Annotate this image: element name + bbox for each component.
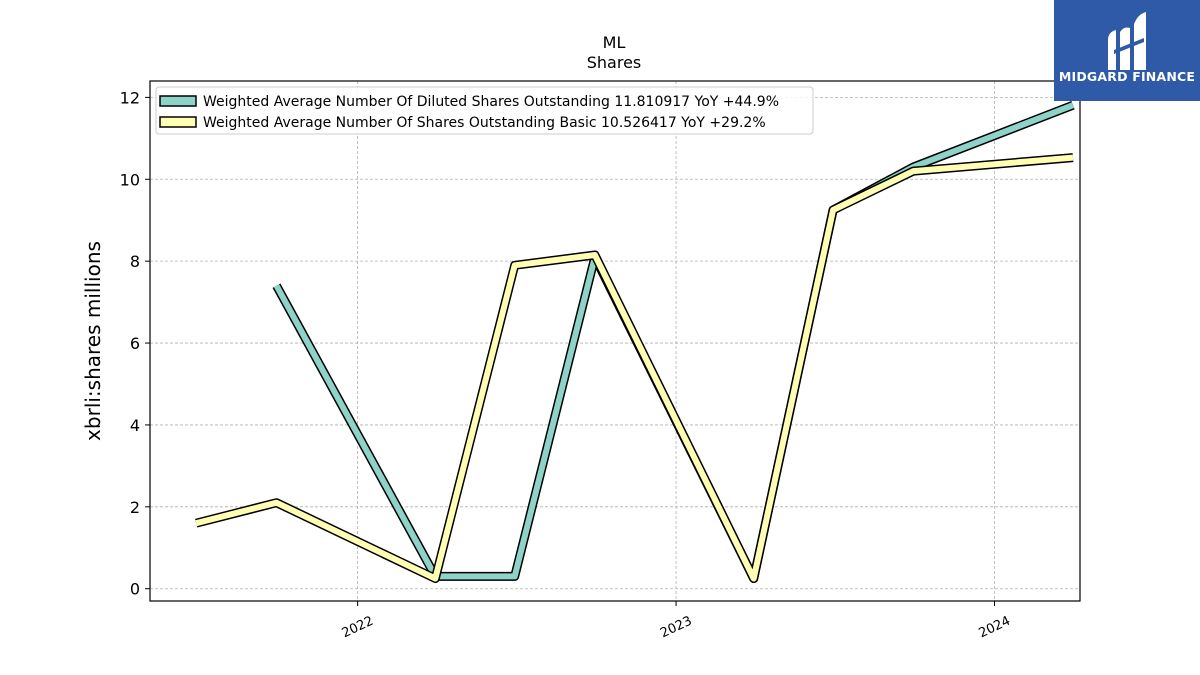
legend-label: Weighted Average Number Of Shares Outsta… — [203, 115, 766, 131]
logo-text: MIDGARD FINANCE — [1058, 69, 1196, 84]
legend-swatch — [159, 116, 197, 128]
series-2-outline — [195, 153, 1074, 583]
series-1 — [272, 101, 1075, 583]
x-tick-label: 2024 — [977, 614, 1013, 642]
y-tick-label: 6 — [130, 334, 140, 353]
y-tick-label: 4 — [130, 416, 140, 435]
series-lines — [195, 101, 1075, 583]
x-axis-ticks: 2022 2023 2024 — [340, 601, 1013, 641]
legend-swatch — [159, 95, 197, 107]
series-2 — [195, 153, 1074, 583]
x-tick-label: 2023 — [658, 614, 694, 642]
legend: Weighted Average Number Of Diluted Share… — [155, 86, 814, 135]
y-tick-label: 12 — [120, 88, 140, 107]
series-2-line — [195, 154, 1074, 582]
series-1-line — [273, 102, 1075, 582]
chart-title: ML — [603, 33, 626, 52]
brand-logo: MIDGARD FINANCE — [1054, 0, 1200, 101]
legend-label: Weighted Average Number Of Diluted Share… — [203, 94, 779, 110]
y-tick-label: 10 — [120, 170, 140, 189]
legend-box — [155, 86, 814, 135]
y-tick-label: 0 — [130, 580, 140, 599]
chart-subtitle: Shares — [587, 53, 642, 72]
y-axis-ticks: 0 2 4 6 8 10 12 — [120, 88, 150, 599]
y-tick-label: 8 — [130, 252, 140, 271]
y-tick-label: 2 — [130, 498, 140, 517]
x-tick-label: 2022 — [340, 614, 376, 642]
y-axis-label: xbrli:shares millions — [81, 241, 105, 441]
plot-frame — [149, 80, 1081, 602]
logo-mark-icon — [1108, 12, 1146, 70]
